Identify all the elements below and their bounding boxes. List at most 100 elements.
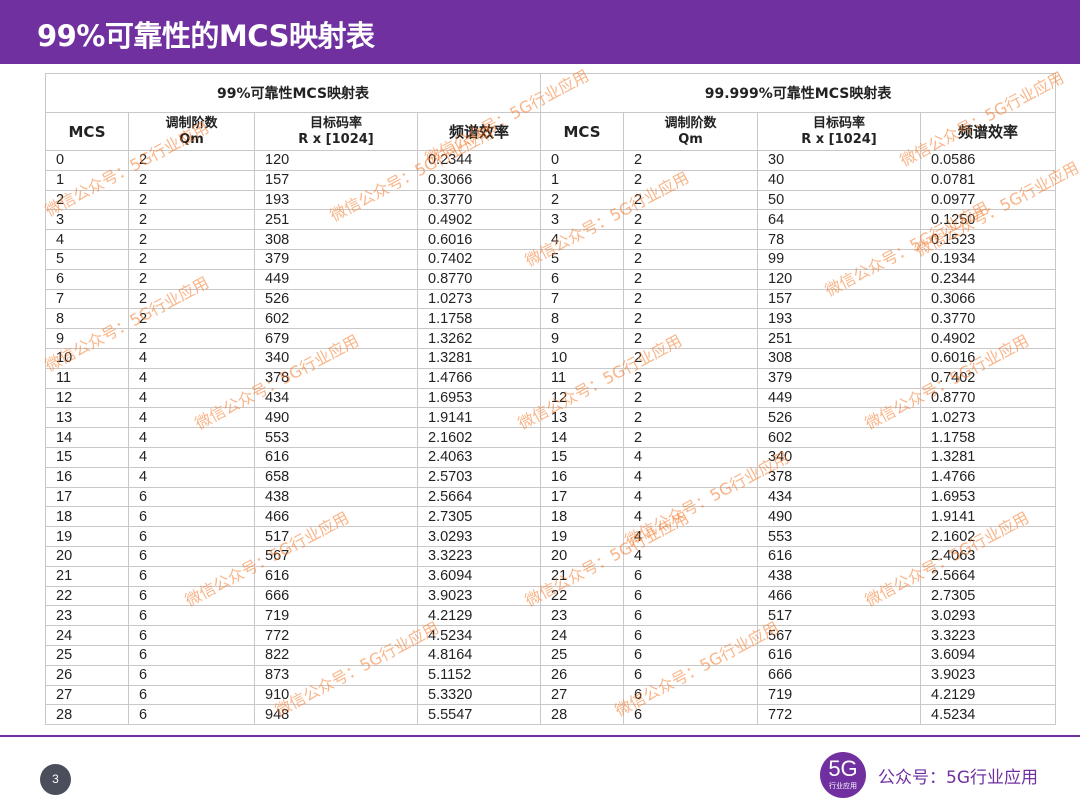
table-cell: 4 xyxy=(623,446,758,468)
table-cell: 6 xyxy=(128,704,255,726)
table-cell: 616 xyxy=(757,644,921,666)
table-cell: 0.8770 xyxy=(919,387,1057,409)
table-cell: 0.6016 xyxy=(417,229,541,250)
table-cell: 99 xyxy=(757,248,921,270)
table-cell: 2.5664 xyxy=(417,486,541,508)
table-cell: 616 xyxy=(757,545,921,567)
table-cell: 9 xyxy=(540,328,624,349)
table-cell: 553 xyxy=(757,526,921,547)
table-cell: 2 xyxy=(623,169,758,191)
table-cell: 2 xyxy=(623,407,758,429)
table-cell: 2.7305 xyxy=(417,506,541,528)
table-cell: 772 xyxy=(757,704,921,726)
table-cell: 17 xyxy=(540,486,624,508)
table-cell: 0 xyxy=(540,150,624,171)
table-cell: 948 xyxy=(254,704,418,726)
table-group-header: 99%可靠性MCS映射表 99.999%可靠性MCS映射表 xyxy=(45,73,1057,113)
table-row: 19 6 517 3.0293 19 4 553 2.1602 xyxy=(45,526,1057,547)
table-cell: 679 xyxy=(254,328,418,349)
table-cell: 4.2129 xyxy=(919,684,1057,706)
table-cell: 2 xyxy=(623,209,758,231)
column-header-line1: 频谱效率 xyxy=(448,122,509,141)
mcs-table: 99%可靠性MCS映射表 99.999%可靠性MCS映射表 MCS 调制阶数 Qm 目… xyxy=(45,73,1057,726)
table-cell: 1.4766 xyxy=(417,367,541,389)
table-cell: 28 xyxy=(540,704,624,726)
table-cell: 3.3223 xyxy=(919,625,1057,646)
table-cell: 658 xyxy=(254,466,418,488)
table-cell: 2 xyxy=(128,328,255,349)
table-row: 16 4 658 2.5703 16 4 378 1.4766 xyxy=(45,466,1057,488)
table-cell: 0.6016 xyxy=(919,347,1057,369)
table-cell: 0.1250 xyxy=(919,209,1057,231)
table-cell: 12 xyxy=(45,387,129,409)
table-cell: 2 xyxy=(623,367,758,389)
table-cell: 378 xyxy=(254,367,418,389)
table-cell: 10 xyxy=(45,347,129,369)
table-cell: 157 xyxy=(254,169,418,191)
table-cell: 2 xyxy=(128,308,255,330)
table-cell: 873 xyxy=(254,664,418,686)
logo-sub-text: 行业应用 xyxy=(829,783,857,790)
table-cell: 1.0273 xyxy=(417,288,541,310)
table-cell: 6 xyxy=(128,664,255,686)
table-cell: 8 xyxy=(540,308,624,330)
table-cell: 4.5234 xyxy=(919,704,1057,726)
table-cell: 1.6953 xyxy=(919,486,1057,508)
table-cell: 6 xyxy=(128,625,255,646)
table-row: 23 6 719 4.2129 23 6 517 3.0293 xyxy=(45,605,1057,627)
table-cell: 2.5664 xyxy=(919,565,1057,587)
table-cell: 8 xyxy=(45,308,129,330)
table-row: 25 6 822 4.8164 25 6 616 3.6094 xyxy=(45,644,1057,666)
table-cell: 7 xyxy=(540,288,624,310)
table-cell: 5.1152 xyxy=(417,664,541,686)
table-cell: 567 xyxy=(254,545,418,567)
table-row: 15 4 616 2.4063 15 4 340 1.3281 xyxy=(45,446,1057,468)
table-cell: 11 xyxy=(45,367,129,389)
table-cell: 19 xyxy=(45,526,129,547)
table-cell: 3.9023 xyxy=(919,664,1057,686)
table-cell: 3.9023 xyxy=(417,585,541,607)
column-header-left-3: 频谱效率 xyxy=(417,112,541,151)
table-cell: 24 xyxy=(540,625,624,646)
table-row: 4 2 308 0.6016 4 2 78 0.1523 xyxy=(45,229,1057,250)
table-cell: 2 xyxy=(623,229,758,250)
table-cell: 308 xyxy=(757,347,921,369)
table-cell: 3 xyxy=(45,209,129,231)
column-header-right-1: 调制阶数 Qm xyxy=(623,112,758,151)
table-cell: 517 xyxy=(757,605,921,627)
table-cell: 2 xyxy=(623,347,758,369)
table-cell: 4 xyxy=(128,347,255,369)
table-cell: 6 xyxy=(128,486,255,508)
title-bar: 99%可靠性的MCS映射表 xyxy=(0,0,1080,64)
table-cell: 6 xyxy=(623,644,758,666)
table-cell: 0.8770 xyxy=(417,268,541,290)
column-header-line1: 目标码率 xyxy=(812,115,865,131)
table-row: 13 4 490 1.9141 13 2 526 1.0273 xyxy=(45,407,1057,429)
table-cell: 2 xyxy=(623,308,758,330)
table-cell: 2 xyxy=(128,268,255,290)
left-group-title: 99%可靠性MCS映射表 xyxy=(45,73,541,113)
table-cell: 1.9141 xyxy=(417,407,541,429)
table-cell: 1.4766 xyxy=(919,466,1057,488)
table-cell: 6 xyxy=(128,526,255,547)
table-cell: 13 xyxy=(540,407,624,429)
table-cell: 2.5703 xyxy=(417,466,541,488)
footer-account-text: 公众号：5G行业应用 xyxy=(878,768,1038,788)
table-cell: 13 xyxy=(45,407,129,429)
table-cell: 466 xyxy=(254,506,418,528)
column-header-line1: 频谱效率 xyxy=(958,122,1019,141)
table-cell: 0.1934 xyxy=(919,248,1057,270)
column-header-line1: 调制阶数 xyxy=(664,115,717,131)
table-cell: 438 xyxy=(757,565,921,587)
table-cell: 2.1602 xyxy=(919,526,1057,547)
table-cell: 251 xyxy=(757,328,921,349)
table-cell: 40 xyxy=(757,169,921,191)
table-cell: 4 xyxy=(623,466,758,488)
table-cell: 3.6094 xyxy=(417,565,541,587)
table-row: 14 4 553 2.1602 14 2 602 1.1758 xyxy=(45,427,1057,448)
table-cell: 2 xyxy=(623,288,758,310)
table-cell: 20 xyxy=(540,545,624,567)
table-cell: 0.3066 xyxy=(919,288,1057,310)
table-cell: 23 xyxy=(540,605,624,627)
table-cell: 0.4902 xyxy=(417,209,541,231)
